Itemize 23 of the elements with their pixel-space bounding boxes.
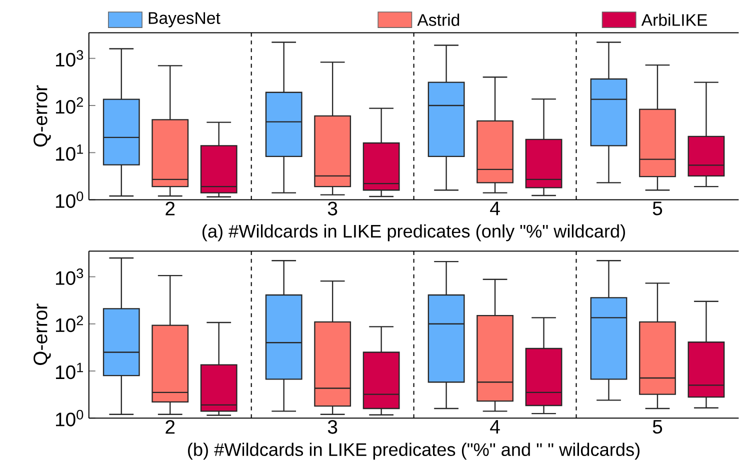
y-axis-title: Q-error: [34, 304, 51, 365]
x-tick-label: 2: [166, 420, 175, 434]
y-tick-label: 10$^{2}$: [56, 97, 83, 114]
x-axis-title: (a) #Wildcards in LIKE predicates (only "%" wildcard): [202, 224, 625, 242]
y-tick-label: 10$^{3}$: [56, 50, 84, 67]
legend-label: BayesNet: [148, 12, 220, 28]
y-tick-label: 10$^{1}$: [56, 362, 83, 380]
legend-label: ArbiLIKE: [641, 14, 708, 26]
y-tick-label: 10$^{0}$: [56, 410, 84, 426]
x-tick-label: 5: [652, 420, 662, 434]
x-tick-label: 4: [490, 420, 500, 434]
x-tick-label: 3: [328, 420, 338, 434]
y-tick-label: 10$^{2}$: [56, 316, 83, 332]
legend-label: Astrid: [417, 14, 460, 26]
x-tick-label: 3: [328, 202, 338, 216]
x-tick-label: 5: [652, 202, 662, 216]
y-tick-label: 10$^{1}$: [56, 144, 83, 161]
y-tick-label: 10$^{3}$: [56, 268, 84, 285]
x-tick-label: 4: [490, 202, 500, 215]
y-tick-label: 10$^{0}$: [56, 191, 84, 208]
x-axis-title: (b) #Wildcards in LIKE predicates ("%" and " " wildcards): [188, 442, 640, 460]
x-tick-label: 2: [166, 202, 175, 216]
y-axis-title: Q-error: [34, 85, 51, 147]
